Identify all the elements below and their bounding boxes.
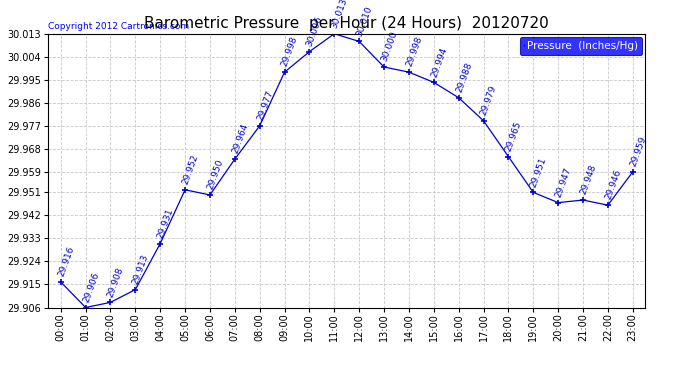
Text: 29.906: 29.906	[81, 271, 101, 303]
Text: 29.988: 29.988	[454, 61, 473, 93]
Text: 29.964: 29.964	[230, 122, 250, 155]
Text: 29.977: 29.977	[255, 89, 275, 122]
Text: 29.952: 29.952	[181, 153, 200, 186]
Text: 29.998: 29.998	[280, 35, 299, 68]
Text: 29.908: 29.908	[106, 266, 126, 298]
Text: 30.006: 30.006	[305, 15, 324, 48]
Text: 29.959: 29.959	[629, 135, 648, 168]
Text: 29.998: 29.998	[404, 35, 424, 68]
Text: 30.010: 30.010	[355, 4, 374, 37]
Text: 29.994: 29.994	[429, 46, 448, 78]
Text: 29.946: 29.946	[604, 168, 623, 201]
Text: Copyright 2012 Cartronics.com: Copyright 2012 Cartronics.com	[48, 22, 190, 31]
Text: 29.965: 29.965	[504, 120, 523, 152]
Text: 30.013: 30.013	[330, 0, 349, 30]
Text: 29.913: 29.913	[131, 253, 150, 285]
Text: 29.947: 29.947	[554, 166, 573, 198]
Text: 29.979: 29.979	[480, 84, 498, 117]
Text: 29.950: 29.950	[206, 158, 225, 191]
Text: 29.931: 29.931	[156, 207, 175, 239]
Text: 29.951: 29.951	[529, 156, 548, 188]
Text: 29.948: 29.948	[579, 164, 598, 196]
Legend: Pressure  (Inches/Hg): Pressure (Inches/Hg)	[520, 37, 642, 55]
Text: 30.000: 30.000	[380, 30, 399, 63]
Title: Barometric Pressure  per Hour (24 Hours)  20120720: Barometric Pressure per Hour (24 Hours) …	[144, 16, 549, 31]
Text: 29.916: 29.916	[57, 245, 76, 278]
